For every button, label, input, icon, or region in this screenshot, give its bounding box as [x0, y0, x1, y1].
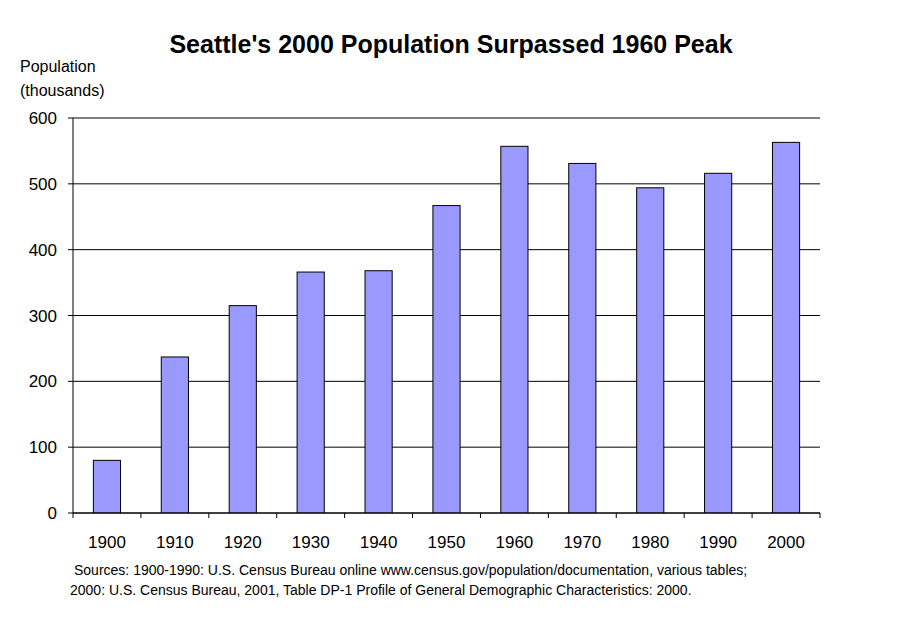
title: Seattle's 2000 Population Surpassed 1960…	[169, 30, 732, 58]
x-tick-label: 1910	[156, 533, 194, 552]
y-tick-label: 100	[29, 438, 57, 457]
source-note: 2000: U.S. Census Bureau, 2001, Table DP…	[70, 582, 692, 598]
x-tick	[208, 513, 209, 518]
chart-svg: 0 100 200 300 400 500 600 1900 1910 1920 1930 1940 1…	[0, 0, 911, 623]
bar	[569, 163, 596, 513]
x-tick	[616, 513, 617, 518]
y-tick	[68, 249, 73, 250]
bar	[501, 146, 528, 513]
bar	[365, 271, 392, 513]
chart-container: 0 100 200 300 400 500 600 1900 1910 1920 1930 1940 1…	[0, 0, 911, 623]
y-tick	[68, 513, 73, 514]
bar	[297, 272, 324, 513]
y-axis-label: (thousands)	[20, 82, 105, 99]
x-tick-label: 1920	[224, 533, 262, 552]
x-tick-label: 1940	[360, 533, 398, 552]
x-tick	[684, 513, 685, 518]
x-tick-label: 1990	[699, 533, 737, 552]
x-tick	[412, 513, 413, 518]
x-tick-label: 2000	[767, 533, 805, 552]
x-tick-label: 1930	[292, 533, 330, 552]
x-tick-label: 1980	[631, 533, 669, 552]
x-tick	[276, 513, 277, 518]
bar	[772, 142, 799, 513]
y-tick-label: 200	[29, 372, 57, 391]
x-tick	[548, 513, 549, 518]
x-tick-label: 1900	[88, 533, 126, 552]
bar	[161, 357, 188, 513]
bar	[433, 206, 460, 513]
y-tick-label: 300	[29, 307, 57, 326]
x-tick	[820, 513, 821, 518]
x-tick	[73, 513, 74, 518]
bar	[705, 173, 732, 513]
source-note: Sources: 1900-1990: U.S. Census Bureau o…	[74, 562, 747, 578]
x-tick-label: 1950	[428, 533, 466, 552]
y-axis	[73, 118, 74, 513]
x-tick-label: 1970	[563, 533, 601, 552]
grid-line	[73, 513, 820, 514]
y-tick	[68, 315, 73, 316]
y-tick-label: 600	[29, 109, 57, 128]
y-tick	[68, 381, 73, 382]
y-tick	[68, 447, 73, 448]
x-tick	[140, 513, 141, 518]
grid-line	[73, 118, 820, 119]
y-tick-label: 0	[48, 504, 57, 523]
y-tick	[68, 183, 73, 184]
y-axis-label: Population	[20, 58, 96, 75]
y-tick	[68, 118, 73, 119]
bar	[229, 306, 256, 513]
bar	[637, 188, 664, 513]
y-tick-label: 500	[29, 175, 57, 194]
bar	[93, 460, 120, 513]
x-tick	[480, 513, 481, 518]
y-tick-label: 400	[29, 241, 57, 260]
x-tick-label: 1960	[495, 533, 533, 552]
x-tick	[344, 513, 345, 518]
bars	[93, 142, 799, 513]
x-axis	[73, 513, 820, 514]
x-tick	[752, 513, 753, 518]
